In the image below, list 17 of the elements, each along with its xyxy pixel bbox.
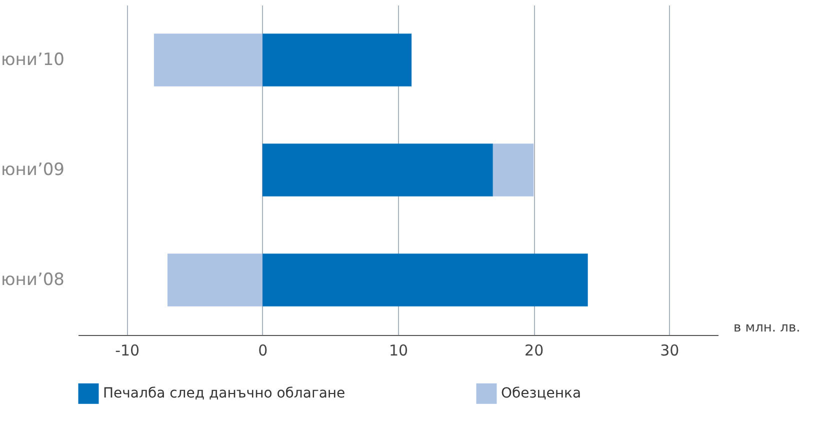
x-tick-label: 10: [388, 342, 408, 360]
x-tick-label: -10: [115, 342, 140, 360]
y-tick-label: юни’08: [0, 270, 64, 290]
x-tick-label: 20: [524, 342, 544, 360]
x-tick-label: 0: [258, 342, 268, 360]
bar: [262, 144, 493, 196]
bar: [167, 254, 262, 306]
bar: [492, 144, 534, 196]
bar: [262, 34, 412, 86]
legend-label: Обезценка: [501, 386, 582, 402]
y-tick-label: юни’10: [0, 50, 64, 70]
legend-label: Печалба след данъчно облагане: [103, 386, 346, 402]
x-tick-label: 30: [660, 342, 680, 360]
x-axis-title: в млн. лв.: [734, 320, 800, 336]
bar: [262, 254, 588, 306]
y-tick-label: юни’09: [0, 160, 64, 180]
bar: [154, 34, 262, 86]
